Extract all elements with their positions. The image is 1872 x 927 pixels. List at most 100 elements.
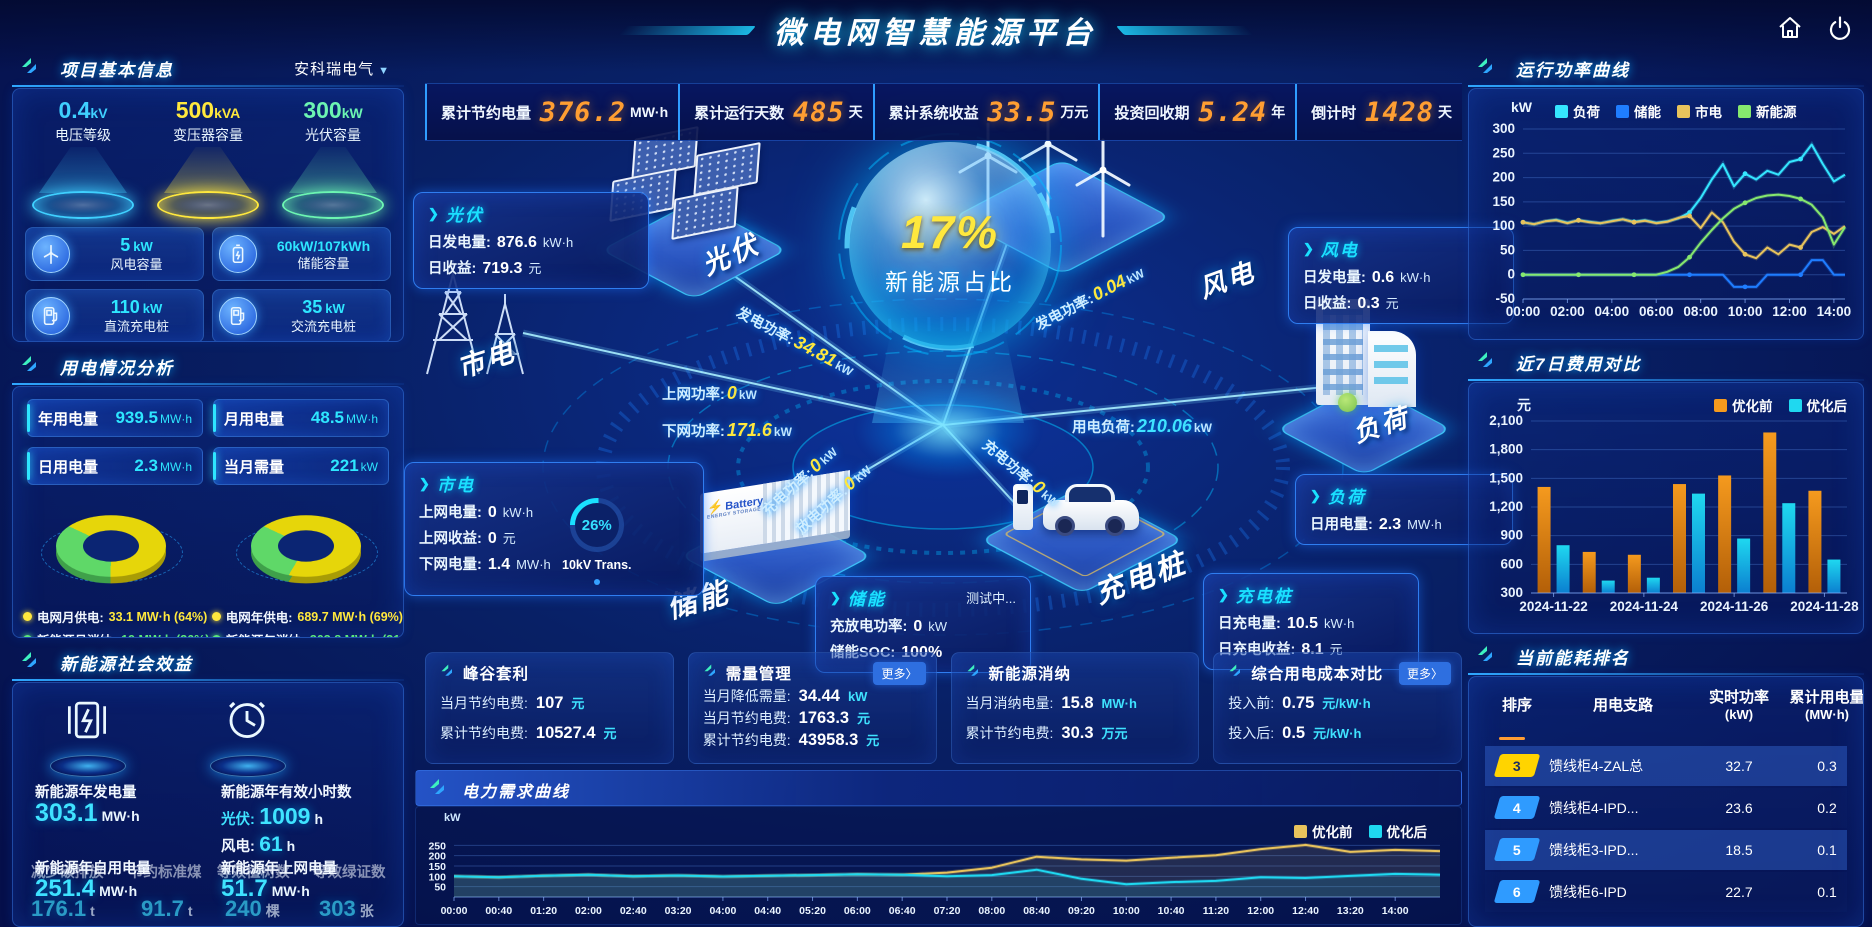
legend-dot <box>211 612 221 621</box>
supply-donut-chart <box>228 493 384 599</box>
rank-badge: 6 <box>1493 880 1541 904</box>
value: 2.3 <box>134 456 158 475</box>
kpi-label: 累计系统收益 <box>888 104 979 122</box>
line-unit: 元 <box>571 696 585 712</box>
svg-text:02:00: 02:00 <box>1550 304 1585 319</box>
svg-text:04:00: 04:00 <box>1595 304 1630 319</box>
svg-text:2024-11-26: 2024-11-26 <box>1700 599 1769 614</box>
line-label: 当月降低需量: <box>702 688 791 704</box>
svg-text:12:00: 12:00 <box>1772 304 1807 319</box>
legend-item[interactable]: 电网月供电: 33.1 MW·h (64%) <box>23 605 207 628</box>
capacity-value: 110 kW <box>76 297 197 319</box>
kpi-unit: 万元 <box>1060 104 1089 120</box>
legend-item[interactable]: 新能源月消纳: 19 MW·h (36%) <box>23 628 209 637</box>
panel-title: 近7日费用对比 <box>1516 355 1642 374</box>
unit: kW <box>133 239 153 255</box>
svg-text:200: 200 <box>428 851 446 863</box>
svg-text:200: 200 <box>1492 170 1515 185</box>
svg-text:10:40: 10:40 <box>1158 905 1185 917</box>
card-title: 新能源消纳 <box>988 666 1072 683</box>
legend-swatch <box>1616 104 1629 118</box>
legend-dot <box>23 635 32 637</box>
donut-top <box>250 515 361 577</box>
donut-legend: 电网年供电: 689.7 MW·h (69%) 新能源年消纳: 303.8 MW·h … <box>211 605 403 637</box>
panel-social-benefit: 新能源社会效益 新能源年发电量 303.1 MW·h 新能源年有效小时数 光伏: … <box>12 644 404 927</box>
legend-item[interactable]: 新能源年消纳: 303.8 MW·h (31%) <box>211 628 403 637</box>
legend-swatch <box>1714 398 1727 412</box>
kpi-stats-bar: 累计节约电量 376.2 MW·h 累计运行天数 485 天累计系统收益 33.5 万元 投资回… <box>425 83 1462 141</box>
legend-dot <box>23 612 32 621</box>
svg-text:03:20: 03:20 <box>665 905 692 917</box>
card-lines: 当月节约电费: 107 元累计节约电费: 10527.4 元 <box>440 684 659 752</box>
svg-text:05:20: 05:20 <box>799 905 826 917</box>
legend-item[interactable]: 优化后 <box>1368 821 1427 841</box>
panel-title: 用电情况分析 <box>60 359 174 378</box>
plate-label: 电压等级 <box>55 127 111 143</box>
battery-icon <box>219 235 257 273</box>
line-value: 43958.3 <box>798 731 859 749</box>
plate-value: 500kVA <box>175 97 241 123</box>
svg-text:300: 300 <box>1492 121 1515 136</box>
building-icon <box>1368 331 1416 407</box>
line-value: 107 <box>535 694 564 713</box>
light-cone <box>164 147 252 193</box>
legend-item[interactable]: 电网年供电: 689.7 MW·h (69%) <box>211 605 403 628</box>
card-lines: 当月降低需量: 34.44 kW 当月节约电费: 1763.3 元累计节约电费: 43958… <box>703 684 922 752</box>
panel-energy-ranking: 当前能耗排名 排序 用电支路 实时功率 (kW) 累计用电量 (MW·h) 3 馈线柜4-Z… <box>1468 638 1864 927</box>
svg-text:09:20: 09:20 <box>1068 905 1095 917</box>
legend-item[interactable]: 负荷 <box>1555 101 1600 121</box>
company-select[interactable]: 安科瑞电气 ▼ <box>294 61 390 78</box>
total-energy: 0.2 <box>1817 799 1837 816</box>
glow-pedestal <box>157 191 259 219</box>
more-button[interactable]: 更多〉 <box>1398 662 1451 685</box>
line-unit: 元/kW·h <box>1322 696 1371 712</box>
value: 60kW/107kWh <box>276 237 371 254</box>
value: 48.5 <box>310 408 344 427</box>
line-value: 0.75 <box>1282 694 1315 713</box>
legend-value: 303.8 MW·h (31%) <box>310 633 403 638</box>
arrow-icon: ❯ <box>428 205 439 221</box>
transformer-load-gauge: 26% 10kV Trans. <box>561 496 633 585</box>
kpi-stat: 倒计时 1428 天 <box>1295 84 1462 140</box>
rank-cell: 3 <box>1485 754 1549 778</box>
flow-value: 34.81 <box>790 331 840 371</box>
stat-label: 新能源年自用电量 <box>35 861 151 877</box>
carousel-dot[interactable] <box>593 579 600 585</box>
legend-item[interactable]: 优化后 <box>1788 395 1847 415</box>
legend-item[interactable]: 新能源 <box>1738 101 1797 121</box>
dc-charger-icon <box>32 297 70 335</box>
kpi-label: 倒计时 <box>1311 104 1357 122</box>
capacity-item: 60kW/107kWh 储能容量 <box>212 227 391 281</box>
svg-text:00:40: 00:40 <box>485 905 512 917</box>
legend-item[interactable]: 优化前 <box>1294 821 1353 841</box>
card-title-row: 峰谷套利 <box>440 662 659 684</box>
svg-text:01:20: 01:20 <box>530 905 557 917</box>
home-icon[interactable] <box>1774 12 1806 44</box>
power-icon[interactable] <box>1824 12 1856 44</box>
stat-label: 新能源年有效小时数 <box>221 785 352 801</box>
more-button[interactable]: 更多〉 <box>873 662 926 685</box>
chart-legend: 优化前 优化后 <box>1294 821 1427 841</box>
benefit-card: 峰谷套利 当月节约电费: 107 元累计节约电费: 10527.4 元 <box>425 652 674 764</box>
panel-corner-icon <box>1476 56 1496 81</box>
legend-item[interactable]: 市电 <box>1677 101 1722 121</box>
legend-label: 电网月供电: <box>37 611 104 625</box>
kpi-value: 376.2 <box>539 96 627 128</box>
svg-text:600: 600 <box>1500 556 1523 571</box>
title-decoration-right <box>1115 25 1255 35</box>
card-line: 当月节约电费: 1763.3 元 <box>703 708 922 728</box>
panel-title: 新能源社会效益 <box>60 655 193 674</box>
column-header: 实时功率 (kW) <box>1708 689 1769 722</box>
svg-text:04:00: 04:00 <box>709 905 736 917</box>
legend-item[interactable]: 优化前 <box>1714 395 1773 415</box>
legend-swatch <box>1294 824 1307 838</box>
legend-item[interactable]: 储能 <box>1616 101 1661 121</box>
svg-text:02:00: 02:00 <box>575 905 602 917</box>
arrow-icon: ❯ <box>419 475 430 491</box>
realtime-power: 18.5 <box>1725 841 1753 858</box>
line-value: 30.3 <box>1061 723 1094 742</box>
title-decoration-left <box>617 25 757 35</box>
stat-label: 当月需量 <box>224 458 285 476</box>
stat-value: 2.3 MW·h <box>134 456 192 476</box>
